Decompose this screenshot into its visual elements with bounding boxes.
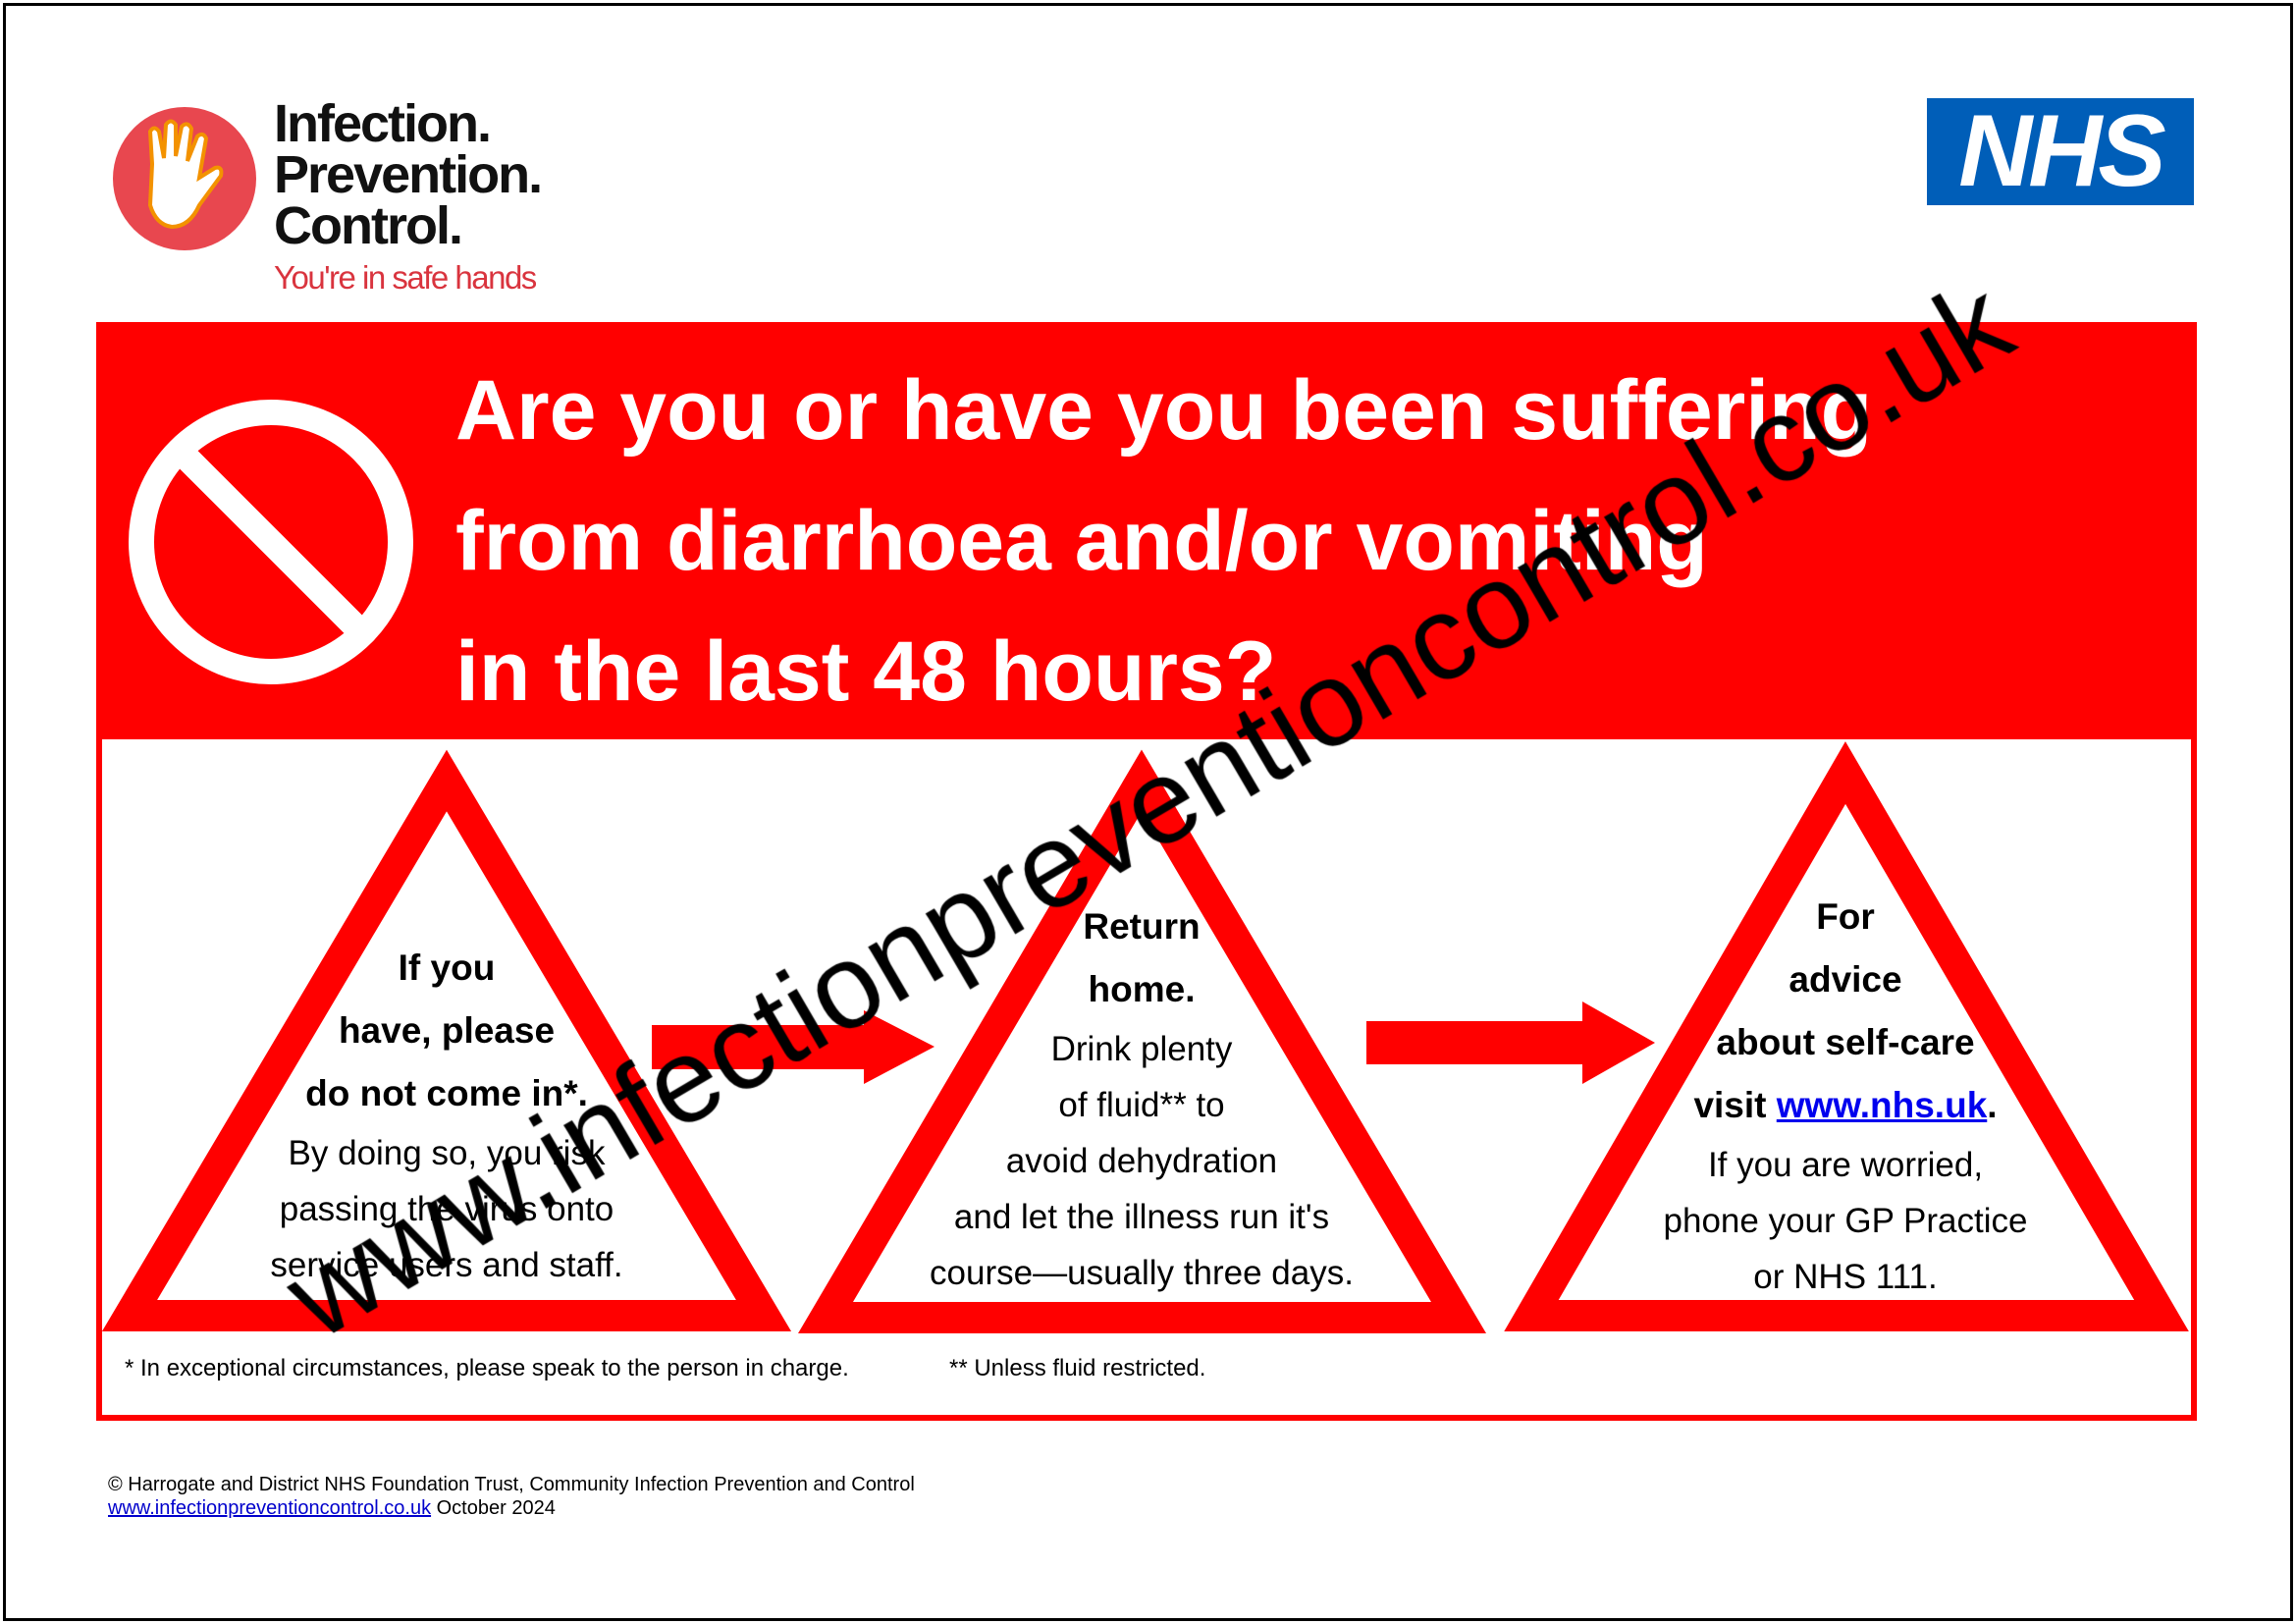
- date-text: October 2024: [431, 1497, 556, 1519]
- step-heading: do not come in*.: [305, 1073, 588, 1113]
- step-line: course—usually three days.: [930, 1254, 1354, 1292]
- step-line: Drink plenty: [1050, 1030, 1233, 1068]
- footnote-2: ** Unless fluid restricted.: [949, 1355, 1206, 1381]
- nhs-website-link[interactable]: www.nhs.uk: [1776, 1085, 1988, 1125]
- step-heading: If you: [398, 947, 496, 988]
- step-heading: advice: [1789, 959, 1902, 1000]
- footer-link-line: www.infectionpreventioncontrol.co.uk Oct…: [108, 1496, 915, 1520]
- step-heading: have, please: [338, 1010, 556, 1051]
- step-heading: For: [1816, 896, 1875, 937]
- copyright-text: © Harrogate and District NHS Foundation …: [108, 1474, 915, 1495]
- step-line: or NHS 111.: [1753, 1258, 1938, 1296]
- step-line: passing the virus onto: [279, 1190, 614, 1228]
- step-line: avoid dehydration: [1005, 1142, 1278, 1180]
- step-heading: about self-care: [1716, 1022, 1975, 1062]
- step-line: phone your GP Practice: [1663, 1202, 2028, 1240]
- step-line: and let the illness run it's: [953, 1198, 1330, 1236]
- step-2-text: Return home. Drink plenty of fluid** to …: [896, 895, 1387, 1301]
- step-line: If you are worried,: [1707, 1146, 1984, 1184]
- visit-line: visit www.nhs.uk.: [1600, 1074, 2091, 1137]
- footnote-1: * In exceptional circumstances, please s…: [125, 1355, 849, 1381]
- period: .: [1987, 1085, 1998, 1125]
- website-link[interactable]: www.infectionpreventioncontrol.co.uk: [108, 1497, 432, 1519]
- visit-label: visit: [1693, 1085, 1777, 1125]
- step-line: of fluid** to: [1058, 1086, 1225, 1124]
- step-heading: Return: [1083, 906, 1201, 947]
- arrow-right-icon: [652, 1010, 934, 1084]
- step-1-text: If you have, please do not come in*. By …: [250, 937, 643, 1293]
- step-line: service users and staff.: [270, 1246, 623, 1284]
- step-heading: home.: [1088, 969, 1196, 1009]
- step-line: By doing so, you risk: [288, 1134, 606, 1172]
- step-3-text: For advice about self-care visit www.nhs…: [1600, 886, 2091, 1305]
- footer: © Harrogate and District NHS Foundation …: [108, 1473, 915, 1520]
